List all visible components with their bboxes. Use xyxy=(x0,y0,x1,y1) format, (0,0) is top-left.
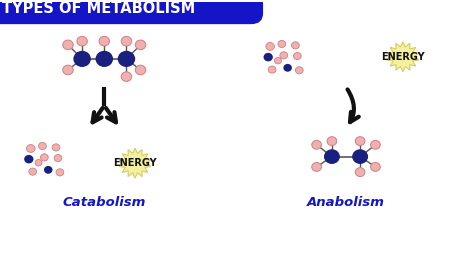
Circle shape xyxy=(99,36,109,46)
Polygon shape xyxy=(387,42,419,72)
Circle shape xyxy=(135,65,146,75)
Text: Anabolism: Anabolism xyxy=(307,196,385,209)
Circle shape xyxy=(325,150,339,163)
Circle shape xyxy=(29,168,36,175)
Circle shape xyxy=(327,137,337,145)
Text: Catabolism: Catabolism xyxy=(63,196,146,209)
Circle shape xyxy=(295,67,303,74)
Circle shape xyxy=(56,169,64,176)
Text: ENERGY: ENERGY xyxy=(381,52,425,62)
Circle shape xyxy=(52,144,60,151)
Circle shape xyxy=(280,52,288,59)
Circle shape xyxy=(24,155,34,163)
Circle shape xyxy=(266,43,274,50)
Text: ENERGY: ENERGY xyxy=(113,158,157,168)
Circle shape xyxy=(353,150,367,163)
Circle shape xyxy=(40,154,48,161)
Circle shape xyxy=(356,168,365,176)
Circle shape xyxy=(274,58,282,64)
Circle shape xyxy=(292,42,299,49)
Circle shape xyxy=(121,72,132,82)
Circle shape xyxy=(63,40,73,50)
FancyBboxPatch shape xyxy=(0,0,263,24)
Circle shape xyxy=(371,140,380,149)
Circle shape xyxy=(283,64,292,72)
Circle shape xyxy=(27,145,35,152)
Circle shape xyxy=(121,36,132,46)
Circle shape xyxy=(96,52,112,66)
Text: TYPES OF METABOLISM: TYPES OF METABOLISM xyxy=(2,2,196,17)
Circle shape xyxy=(35,160,42,166)
Circle shape xyxy=(278,41,286,48)
Circle shape xyxy=(77,36,87,46)
Circle shape xyxy=(38,143,46,150)
Circle shape xyxy=(44,166,53,174)
Circle shape xyxy=(268,66,276,73)
Circle shape xyxy=(118,52,135,66)
Circle shape xyxy=(74,52,90,66)
Circle shape xyxy=(371,163,380,171)
Polygon shape xyxy=(119,148,151,178)
Circle shape xyxy=(54,155,62,162)
Circle shape xyxy=(293,53,301,60)
Circle shape xyxy=(356,137,365,145)
Circle shape xyxy=(135,40,146,50)
Circle shape xyxy=(312,163,321,171)
Circle shape xyxy=(312,140,321,149)
Circle shape xyxy=(264,53,273,61)
Circle shape xyxy=(63,65,73,75)
